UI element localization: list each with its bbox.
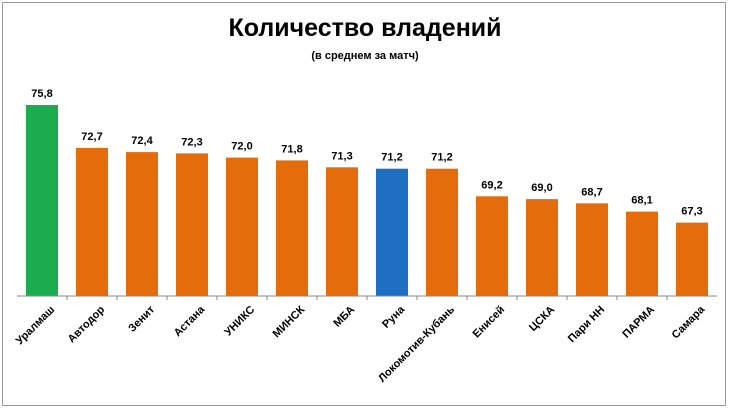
x-tick-label-2: Автодор [66, 304, 108, 346]
value-label-7: 71,3 [331, 150, 352, 162]
x-tick-label-4: Астана [172, 303, 208, 339]
bars-group [26, 105, 708, 296]
bar-13 [626, 211, 658, 296]
x-ticks-group: Уралмаш Автодор Зенит Астана УНИКС МИНСК МБА Ру… [14, 296, 708, 385]
value-label-9: 71,2 [431, 152, 452, 164]
bar-1 [26, 105, 58, 296]
bar-2 [76, 147, 108, 296]
x-tick-label-11: ЦСКА [527, 304, 557, 334]
x-tick-label-10: Енисей [471, 304, 508, 341]
value-label-4: 72,3 [181, 136, 202, 148]
bar-10 [476, 196, 508, 296]
x-tick-label-14: Самара [670, 303, 708, 341]
x-tick-label-7: МБА [331, 304, 357, 330]
x-tick-label-12: Пари НН [566, 304, 607, 345]
value-label-5: 72,0 [231, 141, 252, 153]
chart-title: Количество владений [228, 14, 502, 42]
bar-7 [326, 167, 358, 296]
x-tick-label-13: ПАРМА [620, 304, 657, 341]
value-label-6: 71,8 [281, 143, 302, 155]
x-tick-label-8: Руна [380, 303, 408, 331]
value-label-10: 69,2 [481, 179, 502, 191]
x-tick-label-3: Зенит [126, 303, 157, 334]
value-label-1: 75,8 [31, 88, 52, 100]
bar-5 [226, 157, 258, 296]
value-label-13: 68,1 [631, 195, 652, 207]
x-tick-label-5: УНИКС [222, 304, 257, 339]
value-labels-group: 75,8 72,7 72,4 72,3 72,0 71,8 71,3 71,2 71,2 69,2… [31, 88, 702, 218]
bar-14 [676, 222, 708, 296]
bar-12 [576, 203, 608, 296]
value-label-3: 72,4 [131, 135, 153, 147]
bar-11 [526, 199, 558, 296]
value-label-11: 69,0 [531, 182, 552, 194]
x-tick-label-6: МИНСК [271, 304, 308, 341]
value-label-12: 68,7 [581, 186, 602, 198]
bar-6 [276, 160, 308, 296]
value-label-14: 67,3 [681, 206, 702, 218]
bar-9 [426, 168, 458, 296]
bar-8 [376, 168, 408, 296]
chart-subtitle: (в среднем за матч) [311, 50, 419, 62]
bar-4 [176, 153, 208, 296]
value-label-2: 72,7 [81, 131, 102, 143]
value-label-8: 71,2 [381, 152, 402, 164]
x-tick-label-1: Уралмаш [14, 304, 58, 348]
bar-3 [126, 152, 158, 296]
